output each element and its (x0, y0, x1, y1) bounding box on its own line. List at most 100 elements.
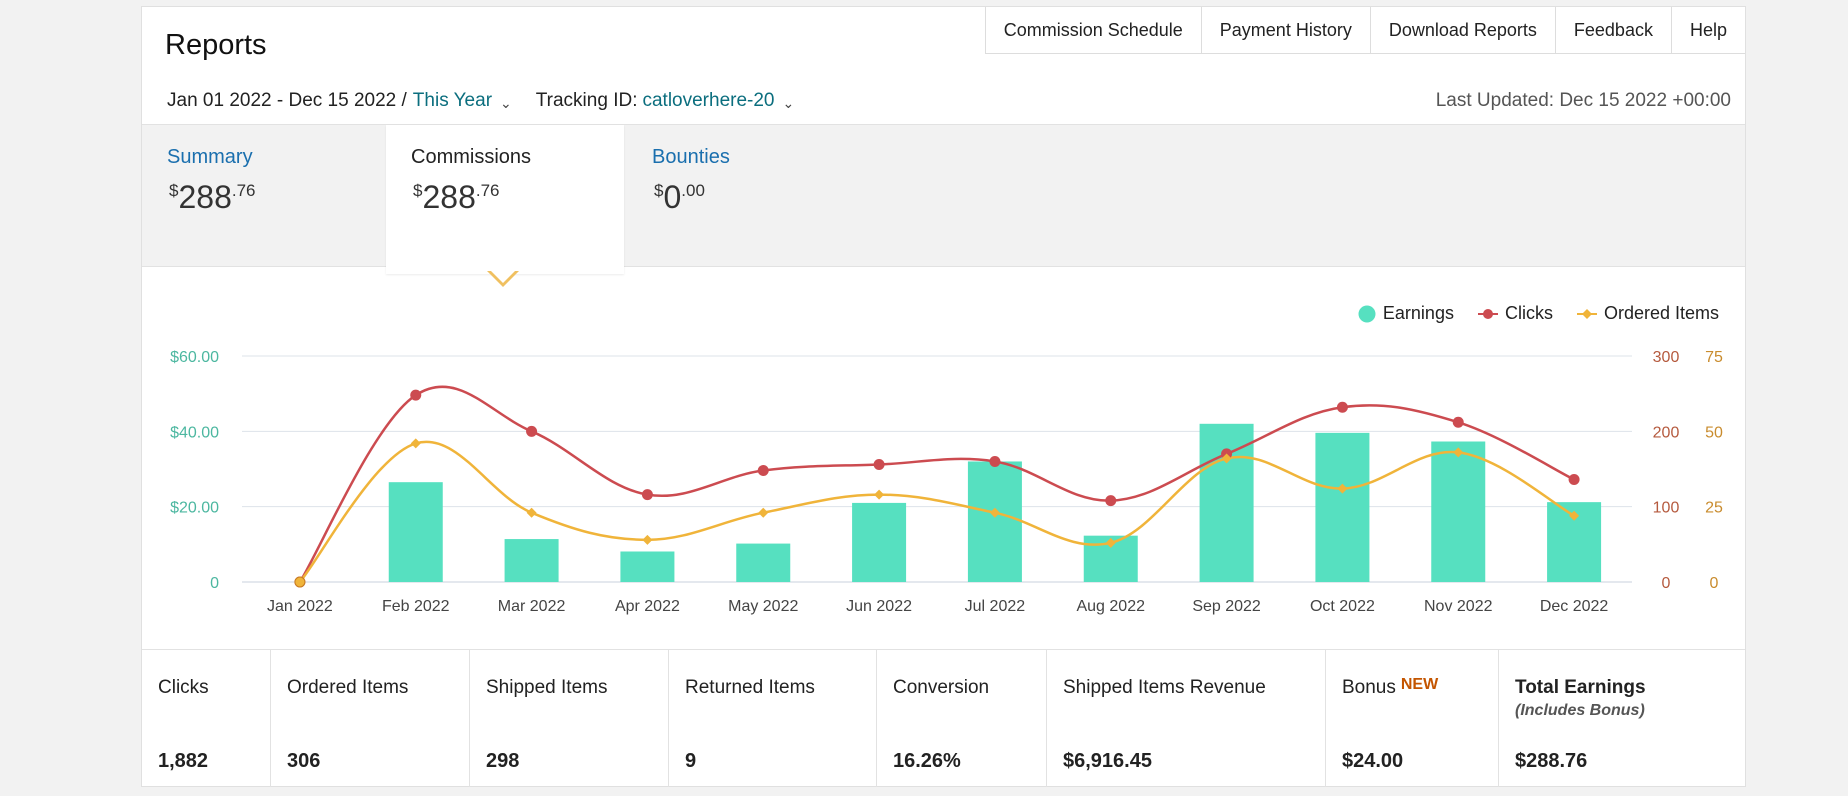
chevron-down-icon: ⌄ (782, 94, 795, 111)
right-axis-clicks-tick-label: 0 (1662, 575, 1671, 592)
stat-conversion-value: 16.26% (893, 750, 961, 772)
reports-panel: Reports Commission Schedule Payment Hist… (141, 6, 1746, 787)
tracking-label: Tracking ID: (535, 90, 638, 111)
right-axis-ordered-tick-label: 50 (1705, 424, 1723, 441)
ordered-items-line (298, 440, 1575, 583)
tab-summary-label: Summary (167, 146, 253, 168)
ordered-items-point (526, 507, 537, 518)
stat-shipped-items: Shipped Items 298 (470, 650, 669, 787)
tab-commissions-amount: $288.76 (413, 179, 500, 215)
date-range: Jan 01 2022 - Dec 15 2022 / (167, 90, 407, 111)
stat-shipped-items-value: 298 (486, 750, 520, 772)
stat-clicks-value: 1,882 (158, 750, 209, 772)
stat-bonus-label: Bonus (1342, 677, 1396, 698)
download-reports-button[interactable]: Download Reports (1370, 7, 1556, 53)
ordered-items-point (410, 438, 421, 449)
stat-total-earnings-value: $288.76 (1515, 750, 1588, 772)
ordered-items-point (1221, 453, 1232, 464)
left-axis-tick-label: $60.00 (170, 349, 219, 366)
stat-bonus-label-wrap: Bonus NEW (1342, 676, 1439, 699)
tracking-id-value: catloverhere-20 (642, 90, 775, 111)
tab-commissions-label: Commissions (411, 146, 532, 168)
ordered-items-point (758, 507, 769, 518)
help-button[interactable]: Help (1671, 7, 1745, 53)
stat-conversion: Conversion 16.26% (877, 650, 1047, 787)
x-axis-tick-label: Apr 2022 (615, 598, 680, 615)
stat-clicks-label: Clicks (158, 677, 209, 698)
stat-shipped-revenue-label: Shipped Items Revenue (1063, 677, 1266, 698)
stat-clicks: Clicks 1,882 (142, 650, 271, 787)
earnings-bar (504, 539, 559, 582)
right-axis-ordered-tick-label: 25 (1705, 500, 1723, 517)
legend-clicks[interactable]: Clicks (1477, 303, 1553, 324)
clicks-point (526, 425, 538, 437)
x-axis-tick-label: Oct 2022 (1310, 598, 1375, 615)
filter-row: Jan 01 2022 - Dec 15 2022 / This Year ⌄ T… (167, 90, 794, 112)
legend-earnings[interactable]: Earnings (1358, 303, 1454, 324)
tab-summary[interactable]: Summary $288.76 (142, 125, 384, 268)
clicks-point (873, 458, 885, 470)
stat-bonus: Bonus NEW $24.00 (1326, 650, 1499, 787)
x-axis-tick-label: Nov 2022 (1424, 598, 1493, 615)
x-axis-tick-label: Jun 2022 (846, 598, 912, 615)
earnings-bar (1199, 423, 1254, 582)
legend-ordered-label: Ordered Items (1603, 303, 1719, 323)
period-dropdown[interactable]: This Year ⌄ (413, 90, 512, 112)
stat-shipped-revenue-value: $6,916.45 (1063, 750, 1152, 772)
legend-earnings-swatch (1358, 305, 1376, 322)
earnings-bar (388, 482, 443, 582)
ordered-items-point (1569, 510, 1580, 521)
feedback-button[interactable]: Feedback (1555, 7, 1672, 53)
earnings-bar (852, 502, 907, 582)
top-nav: Commission Schedule Payment History Down… (984, 7, 1745, 54)
stat-ordered-items: Ordered Items 306 (271, 650, 470, 787)
tab-bounties[interactable]: Bounties $0.00 (627, 125, 867, 268)
x-axis-tick-label: Aug 2022 (1076, 598, 1145, 615)
stat-returned-items-label: Returned Items (685, 677, 815, 698)
ordered-items-point (1337, 483, 1348, 494)
stat-shipped-revenue: Shipped Items Revenue $6,916.45 (1047, 650, 1326, 787)
stat-total-earnings: Total Earnings (Includes Bonus) $288.76 (1499, 650, 1745, 787)
x-axis-tick-label: Dec 2022 (1540, 598, 1609, 615)
right-axis-clicks-tick-label: 200 (1653, 424, 1680, 441)
last-updated: Last Updated: Dec 15 2022 +00:00 (1435, 90, 1731, 111)
tab-bounties-label: Bounties (652, 146, 730, 168)
left-axis-tick-label: 0 (210, 575, 219, 592)
tracking-id-dropdown[interactable]: Tracking ID: catloverhere-20 ⌄ (536, 90, 794, 112)
x-axis-tick-label: Jan 2022 (267, 598, 333, 615)
clicks-point (989, 455, 1001, 467)
earnings-chart: 0 0 0 $20.00 100 25 $40.00 200 50 $60.00 300 75 Jan … (170, 349, 1723, 615)
stat-ordered-items-value: 306 (287, 750, 321, 772)
x-axis-tick-label: Feb 2022 (382, 598, 450, 615)
ordered-items-point (874, 489, 885, 500)
new-badge: NEW (1400, 676, 1439, 693)
earnings-bar (620, 551, 675, 582)
clicks-point (1452, 416, 1464, 428)
report-tabs: Summary $288.76 Commissions $288.76 Boun… (142, 124, 1745, 274)
right-axis-ordered-tick-label: 75 (1705, 349, 1723, 366)
x-axis-tick-label: Mar 2022 (498, 598, 566, 615)
clicks-point (410, 389, 422, 401)
stats-row: Clicks 1,882 Ordered Items 306 Shipped I… (142, 649, 1745, 787)
legend-earnings-label: Earnings (1382, 303, 1454, 323)
tab-bounties-amount: $0.00 (654, 179, 705, 215)
stat-returned-items-value: 9 (685, 750, 697, 772)
x-axis-tick-label: Sep 2022 (1192, 598, 1261, 615)
left-axis-tick-label: $20.00 (170, 500, 219, 517)
stat-shipped-items-label: Shipped Items (486, 677, 608, 698)
x-axis-tick-label: Jul 2022 (965, 598, 1026, 615)
tab-pointer-inner (489, 269, 517, 283)
stat-ordered-items-label: Ordered Items (287, 677, 409, 698)
legend-ordered-items[interactable]: Ordered Items (1576, 303, 1719, 324)
tab-summary-amount: $288.76 (169, 179, 256, 215)
commission-schedule-button[interactable]: Commission Schedule (985, 7, 1202, 53)
earnings-bar (967, 461, 1022, 582)
chevron-down-icon: ⌄ (500, 95, 512, 111)
payment-history-button[interactable]: Payment History (1201, 7, 1371, 53)
legend-clicks-label: Clicks (1504, 303, 1553, 323)
legend-clicks-swatch (1477, 308, 1498, 319)
ordered-items-point (294, 576, 306, 588)
stat-bonus-value: $24.00 (1342, 750, 1404, 772)
tab-commissions[interactable]: Commissions $288.76 (386, 125, 624, 274)
right-axis-clicks-tick-label: 300 (1653, 349, 1680, 366)
